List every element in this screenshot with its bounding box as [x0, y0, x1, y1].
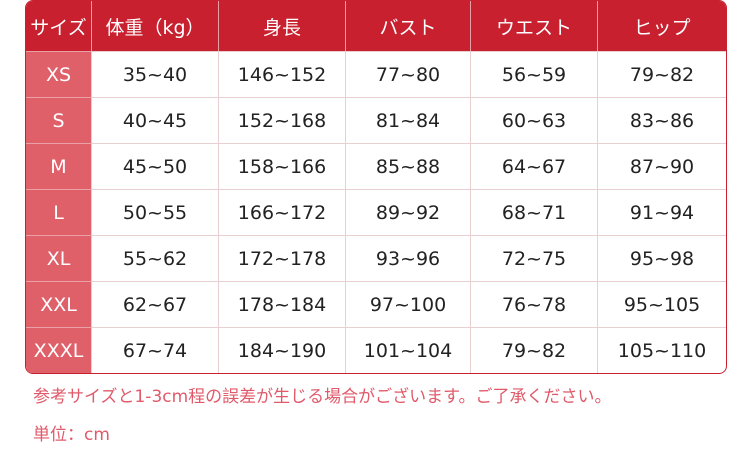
- table-cell: 93~96: [346, 235, 471, 281]
- table-cell: 35~40: [92, 51, 219, 97]
- table-cell: 89~92: [346, 189, 471, 235]
- unit-note: 単位：cm: [33, 425, 110, 445]
- size-label: XS: [26, 51, 92, 97]
- table-cell: 172~178: [219, 235, 346, 281]
- table-cell: 152~168: [219, 97, 346, 143]
- table-cell: 91~94: [598, 189, 726, 235]
- table-cell: 68~71: [471, 189, 598, 235]
- table-row: XXL 62~67 178~184 97~100 76~78 95~105: [26, 281, 726, 327]
- table-cell: 56~59: [471, 51, 598, 97]
- table-cell: 60~63: [471, 97, 598, 143]
- table-cell: 40~45: [92, 97, 219, 143]
- size-label: M: [26, 143, 92, 189]
- table-cell: 76~78: [471, 281, 598, 327]
- table-cell: 97~100: [346, 281, 471, 327]
- column-header: バスト: [346, 1, 471, 51]
- table-cell: 50~55: [92, 189, 219, 235]
- table-cell: 87~90: [598, 143, 726, 189]
- size-label: XL: [26, 235, 92, 281]
- table-cell: 45~50: [92, 143, 219, 189]
- table-cell: 95~98: [598, 235, 726, 281]
- table-cell: 79~82: [598, 51, 726, 97]
- column-header: 体重（kg）: [92, 1, 219, 51]
- table-cell: 83~86: [598, 97, 726, 143]
- size-label: XXXL: [26, 327, 92, 373]
- size-label: XXL: [26, 281, 92, 327]
- column-header: サイズ: [26, 1, 92, 51]
- table-cell: 81~84: [346, 97, 471, 143]
- table-cell: 158~166: [219, 143, 346, 189]
- table-cell: 178~184: [219, 281, 346, 327]
- size-chart-table: サイズ 体重（kg） 身長 バスト ウエスト ヒップ XS 35~40 146~152 77~8…: [25, 0, 727, 374]
- table-cell: 62~67: [92, 281, 219, 327]
- table-cell: 77~80: [346, 51, 471, 97]
- table-row: S 40~45 152~168 81~84 60~63 83~86: [26, 97, 726, 143]
- column-header: ウエスト: [471, 1, 598, 51]
- table-cell: 72~75: [471, 235, 598, 281]
- table-cell: 95~105: [598, 281, 726, 327]
- table-cell: 85~88: [346, 143, 471, 189]
- error-note: 参考サイズと1-3cm程の誤差が生じる場合がございます。ご了承ください。: [33, 387, 612, 407]
- table-row: XS 35~40 146~152 77~80 56~59 79~82: [26, 51, 726, 97]
- table-cell: 64~67: [471, 143, 598, 189]
- column-header: 身長: [219, 1, 346, 51]
- table-cell: 184~190: [219, 327, 346, 373]
- column-header: ヒップ: [598, 1, 726, 51]
- table-row: XL 55~62 172~178 93~96 72~75 95~98: [26, 235, 726, 281]
- table-cell: 105~110: [598, 327, 726, 373]
- table-row: M 45~50 158~166 85~88 64~67 87~90: [26, 143, 726, 189]
- table-cell: 67~74: [92, 327, 219, 373]
- size-label: S: [26, 97, 92, 143]
- table-row: L 50~55 166~172 89~92 68~71 91~94: [26, 189, 726, 235]
- table-cell: 55~62: [92, 235, 219, 281]
- table-cell: 146~152: [219, 51, 346, 97]
- table-row: XXXL 67~74 184~190 101~104 79~82 105~110: [26, 327, 726, 373]
- size-label: L: [26, 189, 92, 235]
- table-cell: 79~82: [471, 327, 598, 373]
- table-cell: 101~104: [346, 327, 471, 373]
- header-row: サイズ 体重（kg） 身長 バスト ウエスト ヒップ: [26, 1, 726, 51]
- table-cell: 166~172: [219, 189, 346, 235]
